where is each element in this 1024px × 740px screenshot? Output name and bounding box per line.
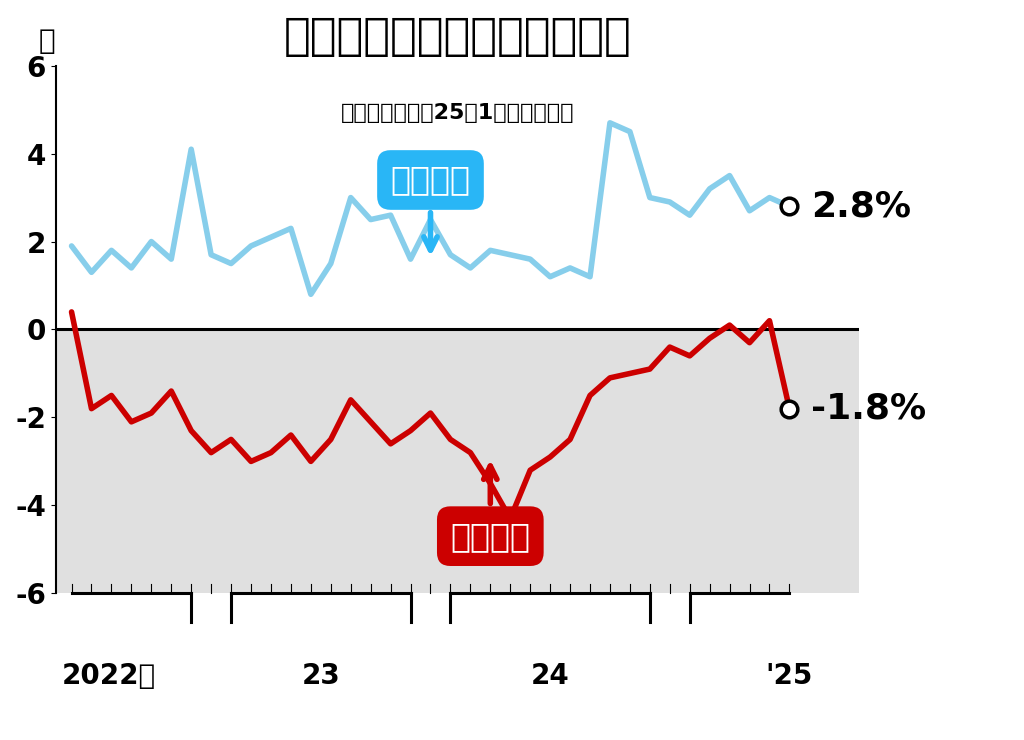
Text: -1.8%: -1.8%	[811, 391, 927, 426]
Title: 名目賃金と実質賃金の増減率: 名目賃金と実質賃金の増減率	[284, 15, 631, 58]
Text: 2022年: 2022年	[61, 662, 156, 690]
Text: 2.8%: 2.8%	[811, 189, 911, 223]
Text: 実質賃金: 実質賃金	[451, 466, 530, 553]
Text: ％: ％	[39, 27, 55, 55]
Text: 名目賃金: 名目賃金	[390, 164, 470, 250]
Text: 24: 24	[530, 662, 569, 690]
Text: '25: '25	[766, 662, 813, 690]
Text: （前年同月比、25年1月は速報値）: （前年同月比、25年1月は速報値）	[341, 103, 574, 123]
Text: 23: 23	[301, 662, 340, 690]
Bar	[55, 329, 859, 593]
